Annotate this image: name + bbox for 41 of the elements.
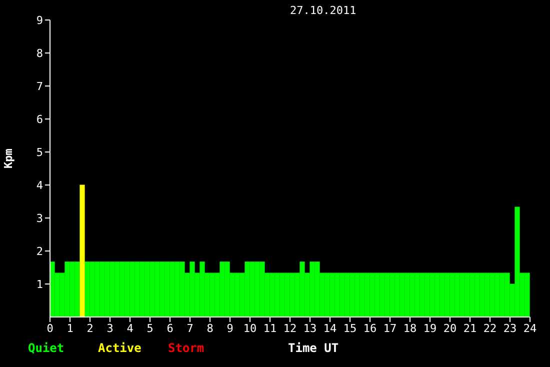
x-tick-label: 17 — [383, 322, 397, 335]
x-tick-label: 9 — [226, 322, 234, 335]
x-tick-label: 22 — [483, 322, 497, 335]
x-tick-label: 4 — [126, 322, 134, 335]
y-tick-label: 1 — [36, 278, 43, 291]
x-tick-label: 20 — [443, 322, 457, 335]
x-tick-label: 2 — [86, 322, 94, 335]
y-tick-label: 7 — [36, 80, 43, 93]
y-tick-label: 2 — [36, 244, 43, 258]
y-tick-label: 8 — [36, 46, 43, 60]
x-tick-label: 21 — [463, 322, 477, 335]
y-tick-label: 9 — [36, 14, 43, 27]
x-tick-label: 7 — [186, 322, 194, 335]
x-tick-label: 6 — [166, 322, 174, 335]
x-tick-label: 19 — [423, 322, 437, 335]
y-axis-title: Kpm — [2, 148, 15, 168]
x-tick-label: 24 — [523, 322, 537, 335]
chart-title: 27.10.2011 — [290, 4, 356, 17]
text: Active — [98, 341, 142, 355]
x-tick-label: 10 — [243, 322, 257, 335]
x-axis-title: Time UT — [288, 341, 339, 355]
legend-label: Storm — [168, 341, 206, 355]
x-tick-label: 15 — [343, 322, 357, 335]
x-tick-label: 23 — [503, 322, 517, 335]
y-tick-label: 5 — [36, 146, 43, 159]
x-tick-label: 13 — [303, 322, 317, 335]
x-tick-label: 16 — [363, 322, 377, 335]
x-tick-label: 11 — [263, 322, 277, 335]
y-tick-label: 6 — [36, 112, 43, 126]
x-tick-label: 1 — [66, 322, 74, 335]
x-tick-label: 14 — [323, 322, 337, 335]
x-tick-label: 12 — [283, 322, 297, 335]
x-tick-label: 18 — [403, 322, 417, 335]
series-label: Quiet — [28, 341, 66, 355]
x-tick-label: 8 — [206, 322, 214, 335]
y-tick-label: 4 — [36, 178, 44, 192]
bar — [80, 184, 85, 317]
y-tick-label: 3 — [36, 212, 43, 225]
x-tick-label: 3 — [106, 322, 114, 335]
x-tick-label: 0 — [46, 322, 54, 335]
x-tick-label: 5 — [146, 322, 154, 335]
